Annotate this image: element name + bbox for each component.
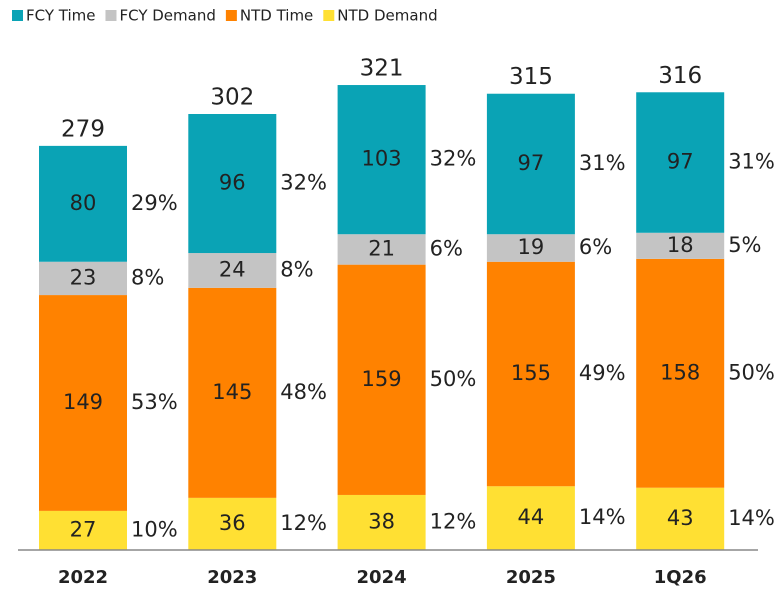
value-label: 21 [368, 236, 395, 260]
share-label: 8% [280, 257, 313, 281]
share-label: 14% [728, 506, 775, 530]
value-label: 149 [63, 390, 103, 414]
x-tick-label: 2022 [58, 567, 108, 588]
value-label: 159 [362, 367, 402, 391]
value-label: 19 [518, 235, 545, 259]
share-label: 6% [579, 235, 612, 259]
bar-segment [636, 232, 725, 259]
value-label: 158 [660, 360, 700, 384]
value-label: 145 [212, 380, 252, 404]
value-label: 155 [511, 361, 551, 385]
bar-segment [39, 261, 127, 296]
value-label: 27 [70, 517, 97, 541]
bar-segment [188, 253, 277, 288]
bar-segment [486, 93, 575, 235]
total-label: 279 [61, 116, 105, 142]
share-label: 50% [728, 360, 775, 384]
legend-label: FCY Demand [119, 7, 215, 25]
share-label: 31% [728, 150, 775, 174]
x-tick-label: 1Q26 [654, 567, 707, 588]
share-label: 5% [728, 233, 761, 257]
share-label: 32% [430, 147, 477, 171]
legend-label: NTD Time [240, 7, 313, 25]
value-label: 24 [219, 257, 246, 281]
value-label: 36 [219, 511, 246, 535]
value-label: 97 [667, 150, 694, 174]
share-label: 12% [430, 509, 477, 533]
value-label: 103 [362, 147, 402, 171]
bar-segment [39, 295, 127, 511]
bar-segment [337, 85, 426, 235]
legend-swatch [225, 10, 237, 21]
share-label: 48% [280, 380, 327, 404]
legend-swatch [105, 10, 117, 21]
bar-segment [486, 234, 575, 262]
share-label: 31% [579, 151, 626, 175]
value-label: 97 [518, 151, 545, 175]
bar-segment [337, 264, 426, 495]
share-label: 10% [131, 517, 178, 541]
share-label: 53% [131, 390, 178, 414]
bar-segment [188, 497, 277, 550]
bar-segment [636, 92, 725, 233]
value-label: 18 [667, 233, 694, 257]
x-tick-label: 2024 [357, 567, 407, 588]
value-label: 23 [70, 265, 97, 289]
share-label: 8% [131, 265, 164, 289]
total-label: 316 [658, 63, 702, 89]
bar-segment [188, 287, 277, 498]
total-label: 302 [210, 85, 254, 111]
share-label: 50% [430, 367, 477, 391]
legend-swatch [12, 10, 23, 21]
share-label: 49% [579, 361, 626, 385]
bar-segment [337, 234, 426, 265]
share-label: 32% [280, 171, 327, 195]
bar-segment [337, 494, 426, 550]
x-tick-label: 2025 [506, 567, 556, 588]
legend-label: FCY Time [26, 7, 95, 25]
value-label: 96 [219, 171, 246, 195]
legend-swatch [323, 10, 335, 21]
bar-segment [486, 486, 575, 550]
total-label: 315 [509, 64, 553, 90]
x-tick-label: 2023 [207, 567, 257, 588]
share-label: 14% [579, 505, 626, 529]
value-label: 38 [368, 509, 395, 533]
bar-segment [39, 145, 127, 262]
legend-label: NTD Demand [337, 7, 437, 25]
total-label: 321 [360, 56, 404, 82]
bar-segment [39, 510, 127, 550]
value-label: 44 [518, 505, 545, 529]
bar-segment [636, 258, 725, 488]
value-label: 80 [70, 191, 97, 215]
share-label: 6% [430, 236, 463, 260]
bar-segment [636, 487, 725, 550]
share-label: 29% [131, 191, 178, 215]
bar-segment [188, 114, 277, 254]
bar-segment [486, 261, 575, 487]
value-label: 43 [667, 506, 694, 530]
share-label: 12% [280, 511, 327, 535]
